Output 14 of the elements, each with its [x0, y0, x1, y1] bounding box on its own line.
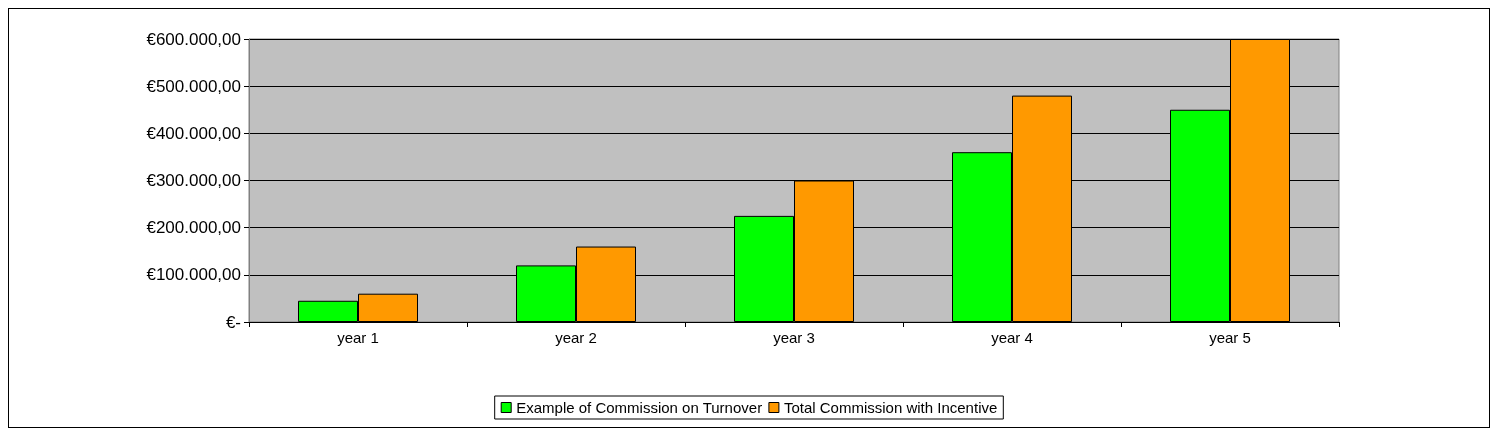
x-tick-label: year 2	[555, 329, 597, 346]
x-tick-label: year 5	[1209, 329, 1251, 346]
y-tick-label: €600.000,00	[146, 29, 241, 49]
x-tick-label: year 1	[337, 329, 379, 346]
y-tick-label: €100.000,00	[146, 265, 241, 285]
legend-label: Example of Commission on Turnover	[516, 399, 763, 416]
x-tick-label: year 3	[773, 329, 815, 346]
y-tick-label: €300.000,00	[146, 171, 241, 190]
y-tick-label: €500.000,00	[146, 76, 241, 96]
y-tick-label: €200.000,00	[146, 218, 241, 238]
legend-label: Total Commission with Incentive	[783, 399, 998, 416]
y-tick-label: €-	[225, 312, 241, 332]
y-tick-label: €400.000,00	[146, 123, 241, 143]
x-tick-label: year 4	[991, 329, 1033, 346]
